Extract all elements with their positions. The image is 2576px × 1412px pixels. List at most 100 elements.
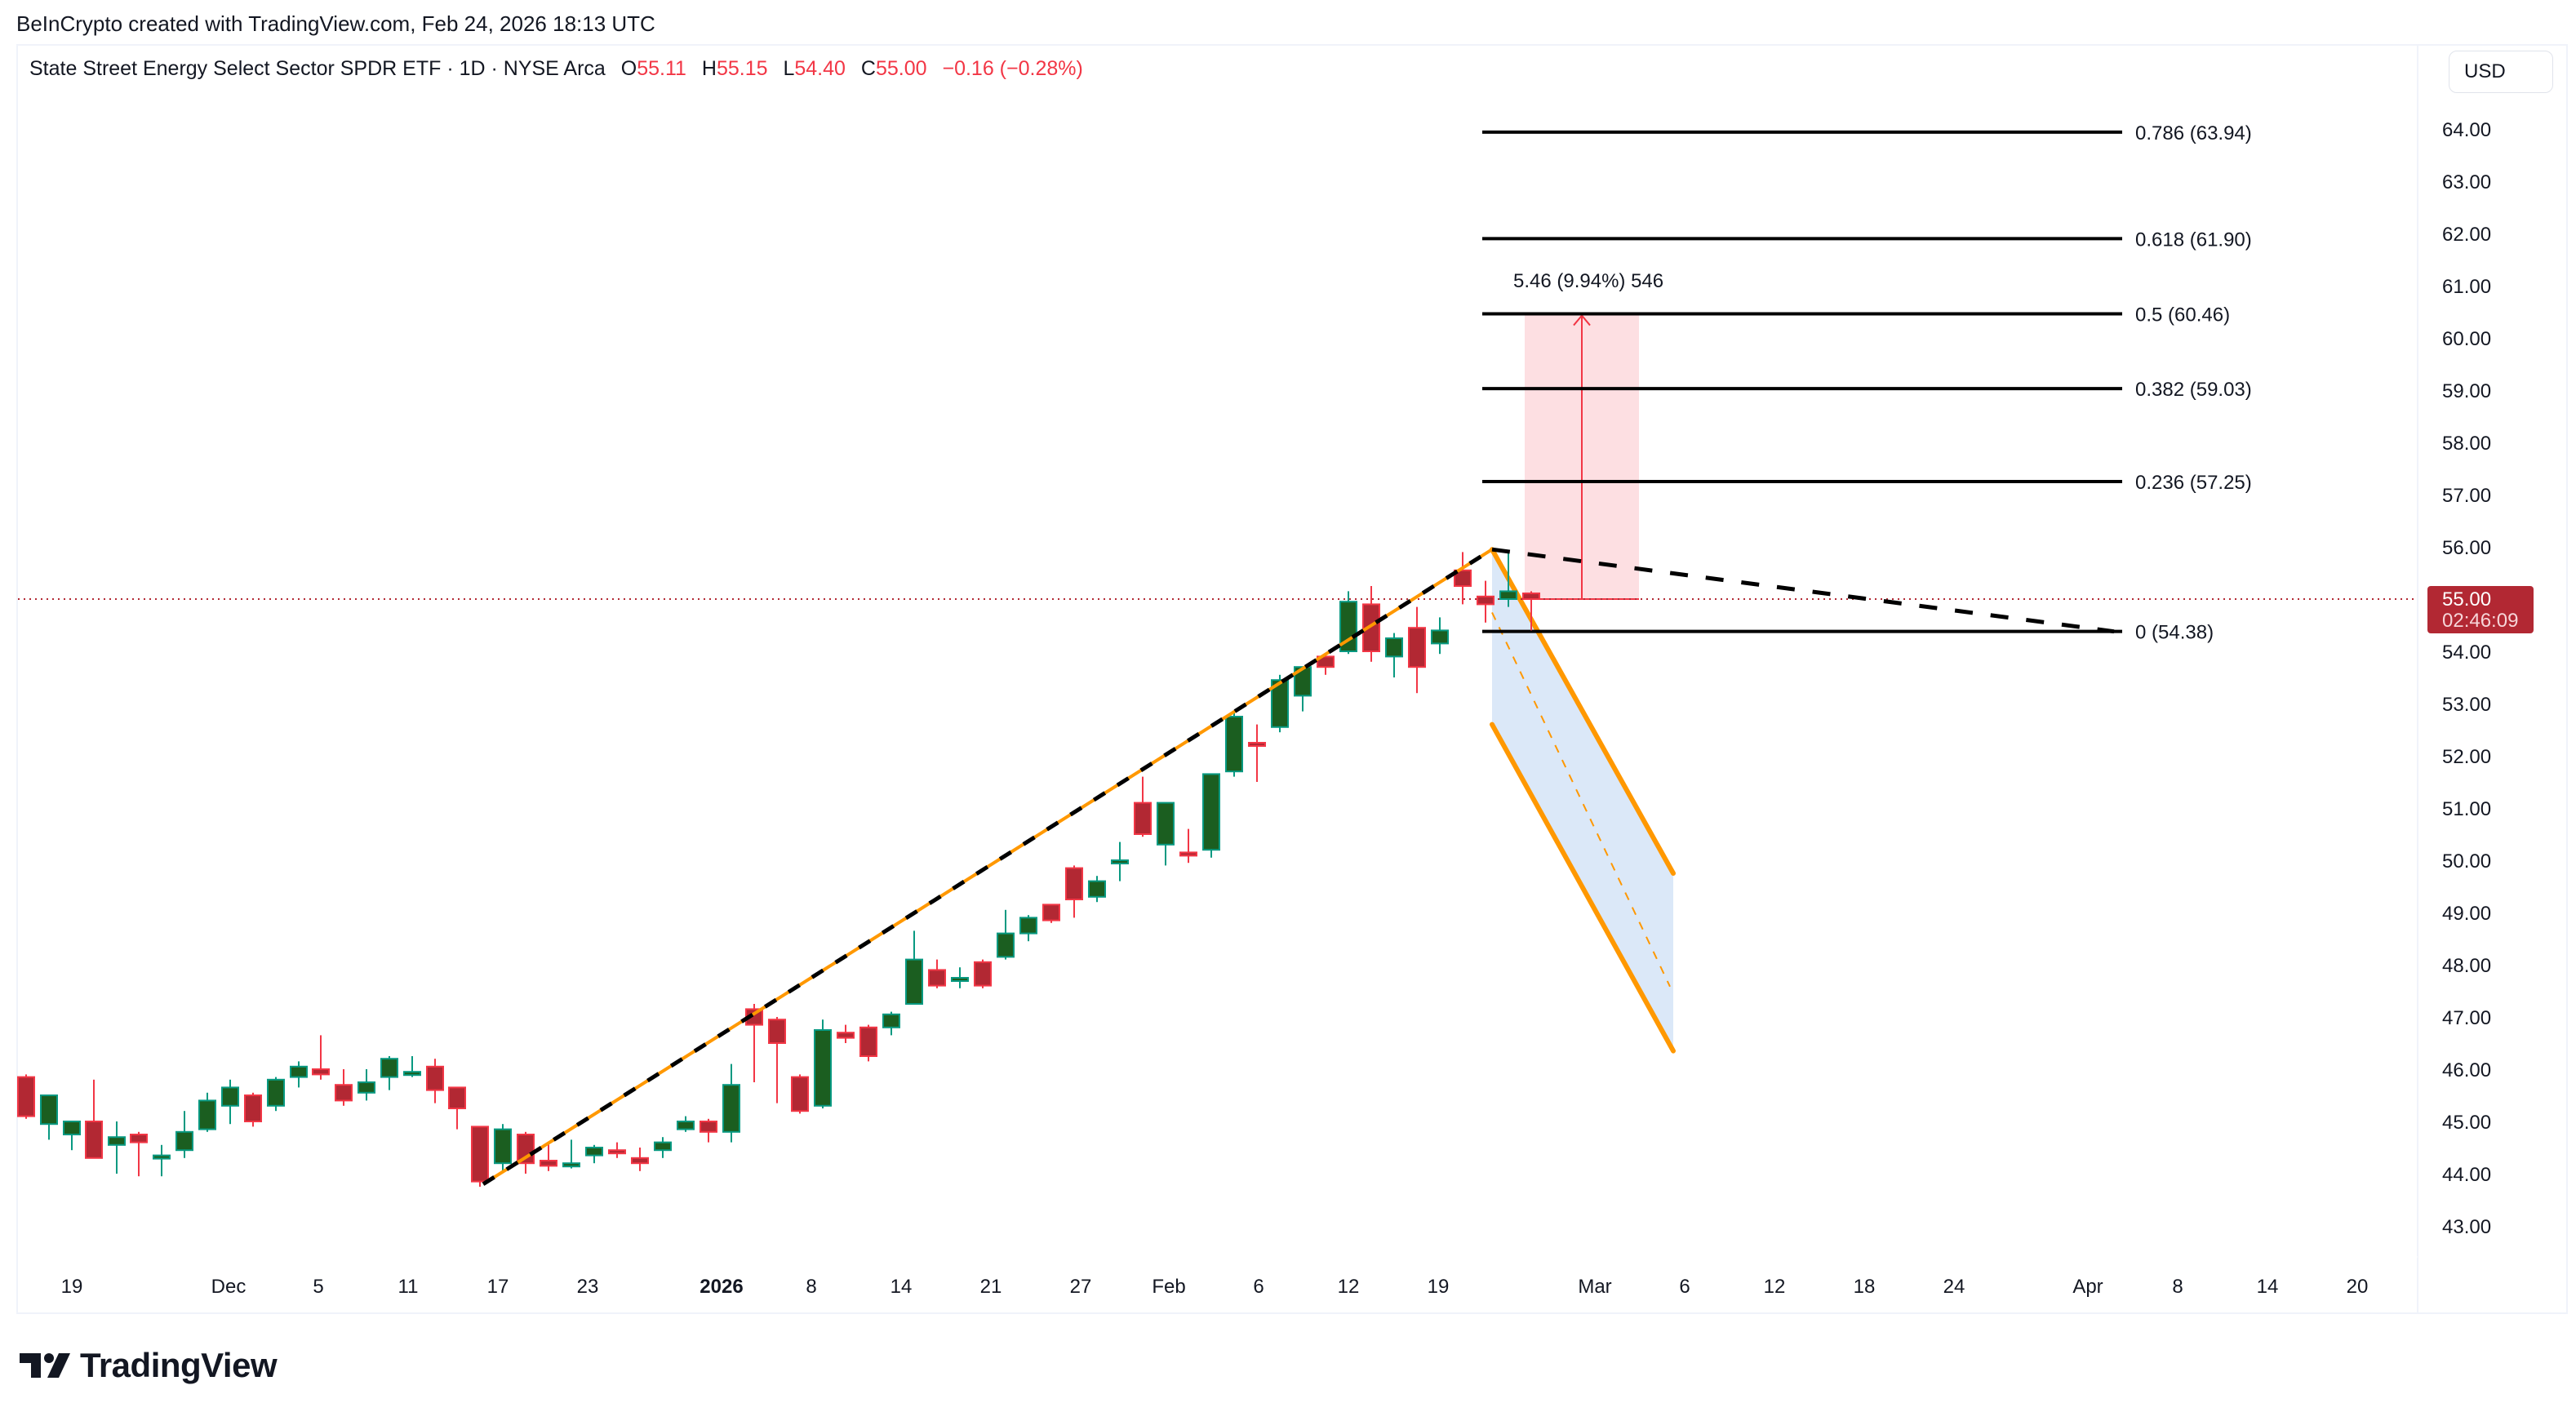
time-axis-label: 20 <box>2347 1276 2369 1298</box>
price-axis-label: 48.00 <box>2442 955 2491 977</box>
candle-down <box>859 1026 877 1058</box>
channel-upper-line[interactable] <box>1490 547 1676 876</box>
candle-down <box>17 1076 35 1117</box>
time-axis-label: Mar <box>1578 1276 1611 1298</box>
chart-frame <box>16 44 2568 1314</box>
candle-down <box>1362 603 1380 653</box>
price-axis-label: 51.00 <box>2442 798 2491 820</box>
price-axis-label: 60.00 <box>2442 328 2491 350</box>
currency-button[interactable]: USD <box>2449 51 2553 93</box>
fib-level-label: 0.236 (57.25) <box>2135 472 2252 494</box>
candle-up <box>585 1147 603 1157</box>
candle-down <box>1317 655 1335 668</box>
price-badge-countdown: 02:46:09 <box>2442 610 2518 632</box>
low-value: 54.40 <box>794 57 846 80</box>
open-value: 55.11 <box>637 57 686 80</box>
candle-down <box>608 1149 626 1155</box>
time-axis-label: 2026 <box>700 1276 743 1298</box>
time-axis-label: 12 <box>1338 1276 1360 1298</box>
price-axis-label: 47.00 <box>2442 1007 2491 1029</box>
parallel-channel[interactable] <box>1490 547 1676 1054</box>
time-axis-label: 14 <box>2257 1276 2279 1298</box>
candle-up <box>63 1121 81 1135</box>
time-axis[interactable]: 19 Dec 5 11 17 23 2026 8 14 21 27 Feb 6 12 19 Mar 6 12 18 2… <box>61 1276 2369 1298</box>
time-axis-label: Dec <box>211 1276 246 1298</box>
candle-down <box>1179 851 1197 857</box>
price-badge-bg <box>2427 586 2534 633</box>
price-axis-label: 59.00 <box>2442 380 2491 402</box>
symbol-legend[interactable]: State Street Energy Select Sector SPDR E… <box>29 57 1083 81</box>
candle-down <box>974 961 992 987</box>
fib-level-label: 0.5 (60.46) <box>2135 304 2230 326</box>
attribution-text: BeInCrypto created with TradingView.com,… <box>16 11 655 36</box>
price-badge-price: 55.00 <box>2442 588 2491 611</box>
candle-up <box>1088 880 1106 898</box>
trend-line-dashed[interactable] <box>482 548 1494 1186</box>
price-axis-label: 58.00 <box>2442 433 2491 455</box>
candle-up <box>562 1162 580 1168</box>
candle-down <box>1134 801 1152 835</box>
fib-level-label: 0.382 (59.03) <box>2135 379 2252 401</box>
candle-up <box>654 1141 672 1152</box>
candle-down <box>85 1121 103 1159</box>
candle-down <box>1522 592 1540 601</box>
candle-down <box>1042 904 1060 921</box>
tradingview-logo-text: TradingView <box>80 1346 278 1384</box>
time-axis-label: 19 <box>1428 1276 1450 1298</box>
candle-down <box>540 1160 557 1167</box>
fib-retracement[interactable]: 0.786 (63.94) 0.618 (61.90) 0.5 (60.46) 0.3… <box>1482 122 2252 644</box>
measure-label: 5.46 (9.94%) 546 <box>1513 270 1663 292</box>
candle-down <box>1248 742 1266 747</box>
candle-up <box>1385 637 1403 658</box>
candle-up <box>358 1081 375 1094</box>
tradingview-logo[interactable]: TradingView <box>20 1345 278 1386</box>
candle-up <box>198 1099 216 1130</box>
candlestick-series <box>17 552 2418 1187</box>
price-axis-label: 50.00 <box>2442 850 2491 873</box>
candle-up <box>1202 773 1220 851</box>
price-axis-label: 54.00 <box>2442 642 2491 664</box>
time-axis-label: 8 <box>806 1276 816 1298</box>
candle-up <box>290 1065 308 1078</box>
time-axis-label: 5 <box>313 1276 323 1298</box>
time-axis-label: 18 <box>1854 1276 1876 1298</box>
candle-up <box>40 1095 58 1126</box>
candle-up <box>1271 679 1289 728</box>
candle-up <box>1019 917 1037 935</box>
time-axis-label: 23 <box>577 1276 599 1298</box>
price-axis-label: 52.00 <box>2442 746 2491 768</box>
trend-lines[interactable] <box>482 547 2115 1186</box>
channel-lower-line[interactable] <box>1490 722 1676 1054</box>
price-range-measure[interactable]: 5.46 (9.94%) 546 <box>1513 270 1663 600</box>
candle-down <box>130 1134 148 1143</box>
candle-up <box>722 1084 740 1133</box>
close-label: C <box>860 57 876 80</box>
candle-up <box>403 1071 421 1077</box>
candle-down <box>768 1019 786 1044</box>
candle-down <box>700 1121 717 1133</box>
candle-up <box>380 1058 398 1078</box>
channel-fill <box>1492 549 1673 1051</box>
price-axis[interactable]: 64.00 63.00 62.00 61.00 60.00 59.00 58.00 57.00… <box>18 46 2491 1312</box>
candle-up <box>1157 801 1175 846</box>
time-axis-label: 21 <box>980 1276 1002 1298</box>
candle-up <box>221 1086 239 1107</box>
candle-up <box>905 958 923 1005</box>
candle-down <box>244 1095 262 1122</box>
time-axis-label: 24 <box>1943 1276 1965 1298</box>
price-axis-label: 45.00 <box>2442 1112 2491 1134</box>
time-axis-label: Apr <box>2072 1276 2103 1298</box>
high-value: 55.15 <box>716 57 768 80</box>
fib-level-label: 0.786 (63.94) <box>2135 122 2252 144</box>
price-axis-label: 56.00 <box>2442 537 2491 559</box>
candle-up <box>108 1136 126 1146</box>
time-axis-label: 27 <box>1070 1276 1092 1298</box>
time-axis-label: 14 <box>890 1276 913 1298</box>
close-value: 55.00 <box>875 57 927 80</box>
candle-up <box>1225 716 1243 773</box>
candle-up <box>997 932 1015 958</box>
change-value: −0.16 (−0.28%) <box>942 57 1083 80</box>
candle-up <box>882 1013 900 1028</box>
price-axis-label: 61.00 <box>2442 276 2491 298</box>
